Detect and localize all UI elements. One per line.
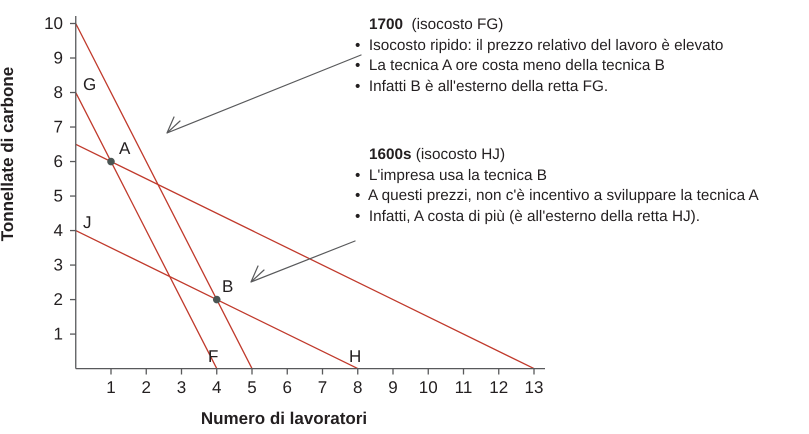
svg-text:13: 13 xyxy=(525,378,544,397)
svg-text:8: 8 xyxy=(353,378,362,397)
svg-text:1: 1 xyxy=(54,325,63,344)
svg-text:7: 7 xyxy=(318,378,327,397)
svg-text:4: 4 xyxy=(54,221,63,240)
svg-text:5: 5 xyxy=(247,378,256,397)
svg-text:Numero di lavoratori: Numero di lavoratori xyxy=(201,409,367,428)
svg-text:Tonnellate di carbone: Tonnellate di carbone xyxy=(0,67,17,241)
svg-text:2: 2 xyxy=(142,378,151,397)
svg-text:2: 2 xyxy=(54,290,63,309)
svg-text:7: 7 xyxy=(54,118,63,137)
svg-text:3: 3 xyxy=(54,256,63,275)
svg-text:F: F xyxy=(208,347,218,366)
svg-text:11: 11 xyxy=(455,378,473,397)
svg-text:5: 5 xyxy=(54,187,63,206)
svg-text:H: H xyxy=(349,347,361,366)
svg-text:3: 3 xyxy=(177,378,186,397)
svg-text:12: 12 xyxy=(489,378,508,397)
svg-text:J: J xyxy=(83,213,92,232)
svg-text:A: A xyxy=(119,139,131,158)
svg-text:6: 6 xyxy=(283,378,292,397)
svg-text:B: B xyxy=(222,277,233,296)
svg-text:8: 8 xyxy=(54,83,63,102)
svg-text:4: 4 xyxy=(212,378,221,397)
svg-text:10: 10 xyxy=(419,378,438,397)
svg-text:9: 9 xyxy=(388,378,397,397)
svg-text:G: G xyxy=(83,75,96,94)
svg-text:9: 9 xyxy=(54,49,63,68)
svg-text:6: 6 xyxy=(54,152,63,171)
svg-text:1: 1 xyxy=(106,378,115,397)
svg-text:10: 10 xyxy=(44,14,63,33)
